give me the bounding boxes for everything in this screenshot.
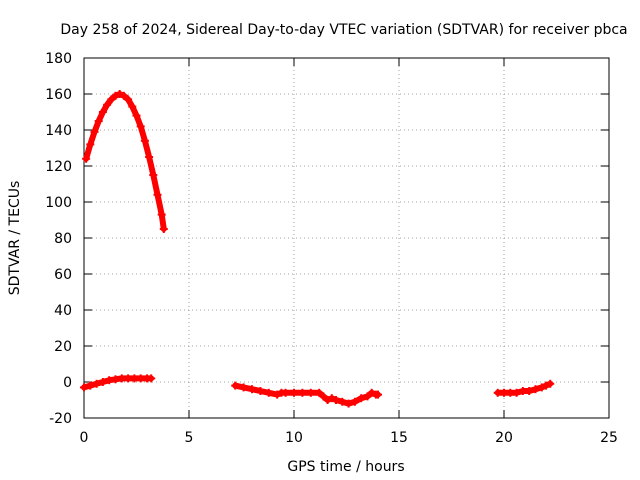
data-point	[367, 388, 376, 397]
data-point	[374, 390, 382, 399]
data-point	[94, 117, 103, 125]
x-tick-label: 5	[185, 430, 194, 446]
data-point	[264, 388, 273, 397]
data-point	[344, 399, 353, 408]
data-point	[103, 100, 112, 109]
data-point	[136, 122, 145, 131]
y-tick-label: 20	[54, 339, 72, 355]
x-tick-label: 15	[390, 430, 408, 446]
data-point	[350, 397, 359, 406]
y-tick-label: 160	[45, 87, 72, 103]
data-point	[248, 385, 256, 394]
data-point	[80, 383, 88, 392]
data-point	[546, 379, 555, 388]
y-tick-label: 60	[54, 267, 72, 283]
data-point	[92, 379, 101, 388]
data-point	[82, 154, 91, 163]
y-tick-label: 100	[45, 195, 72, 211]
data-point	[90, 127, 99, 136]
axis-ticks	[83, 57, 610, 419]
data-point	[147, 374, 156, 383]
grid	[84, 58, 609, 418]
series-arc-3	[493, 379, 555, 397]
data-point	[231, 381, 240, 390]
data-point	[281, 388, 290, 397]
data-point	[298, 388, 307, 397]
x-tick-labels: 0 5 10 15 20 25	[80, 430, 618, 446]
data-point	[306, 388, 315, 397]
y-tick-labels: -20 0 20 40 60 80 100 120 140 160 180	[45, 51, 72, 427]
x-tick-label: 0	[80, 430, 89, 446]
data-point	[363, 392, 372, 401]
plot-area	[80, 57, 610, 419]
series-arc-1-high	[82, 90, 168, 233]
data-point	[327, 394, 336, 403]
data-point	[159, 225, 168, 233]
data-point	[239, 383, 248, 392]
y-tick-label: 140	[45, 123, 72, 139]
series-arc-1-low	[80, 374, 156, 392]
x-tick-label: 20	[495, 430, 513, 446]
y-tick-label: 0	[63, 375, 72, 391]
data-point	[111, 91, 120, 100]
y-tick-label: 120	[45, 159, 72, 175]
x-axis-label: GPS time / hours	[287, 459, 404, 475]
data-point	[290, 388, 298, 397]
y-tick-label: 80	[54, 231, 72, 247]
data-point	[124, 95, 133, 104]
data-point	[119, 91, 128, 100]
y-tick-label: 40	[54, 303, 72, 319]
data-point	[98, 378, 107, 386]
data-point	[512, 388, 521, 397]
data-point	[98, 108, 107, 116]
chart-title: Day 258 of 2024, Sidereal Day-to-day VTE…	[60, 22, 627, 38]
data-point	[128, 102, 137, 111]
data-point	[149, 171, 158, 179]
data-point	[542, 381, 550, 390]
data-point	[132, 111, 141, 120]
data-point	[531, 385, 540, 394]
data-point	[115, 90, 124, 98]
data-point	[145, 153, 154, 161]
data-point	[315, 388, 324, 397]
data-point	[525, 387, 534, 395]
y-tick-label: -20	[49, 411, 72, 427]
series-arc-2	[231, 381, 382, 408]
data-point	[338, 397, 347, 406]
series-line	[83, 91, 167, 232]
data-point	[537, 383, 546, 392]
data-point	[153, 190, 162, 199]
data-point	[256, 387, 265, 395]
y-tick-label: 180	[45, 51, 72, 67]
data-point	[319, 392, 328, 401]
data-point	[140, 136, 149, 145]
data-point	[332, 396, 340, 404]
x-tick-label: 10	[285, 430, 303, 446]
x-tick-label: 25	[600, 430, 618, 446]
data-point	[86, 140, 95, 149]
data-point	[357, 394, 366, 403]
data-point	[107, 95, 116, 104]
data-point	[86, 381, 95, 390]
data-series	[80, 90, 555, 408]
plot-frame	[83, 57, 610, 419]
data-point	[157, 210, 166, 219]
y-axis-label: SDTVAR / TECUs	[7, 181, 23, 296]
data-point	[323, 396, 332, 404]
data-point	[273, 390, 282, 399]
